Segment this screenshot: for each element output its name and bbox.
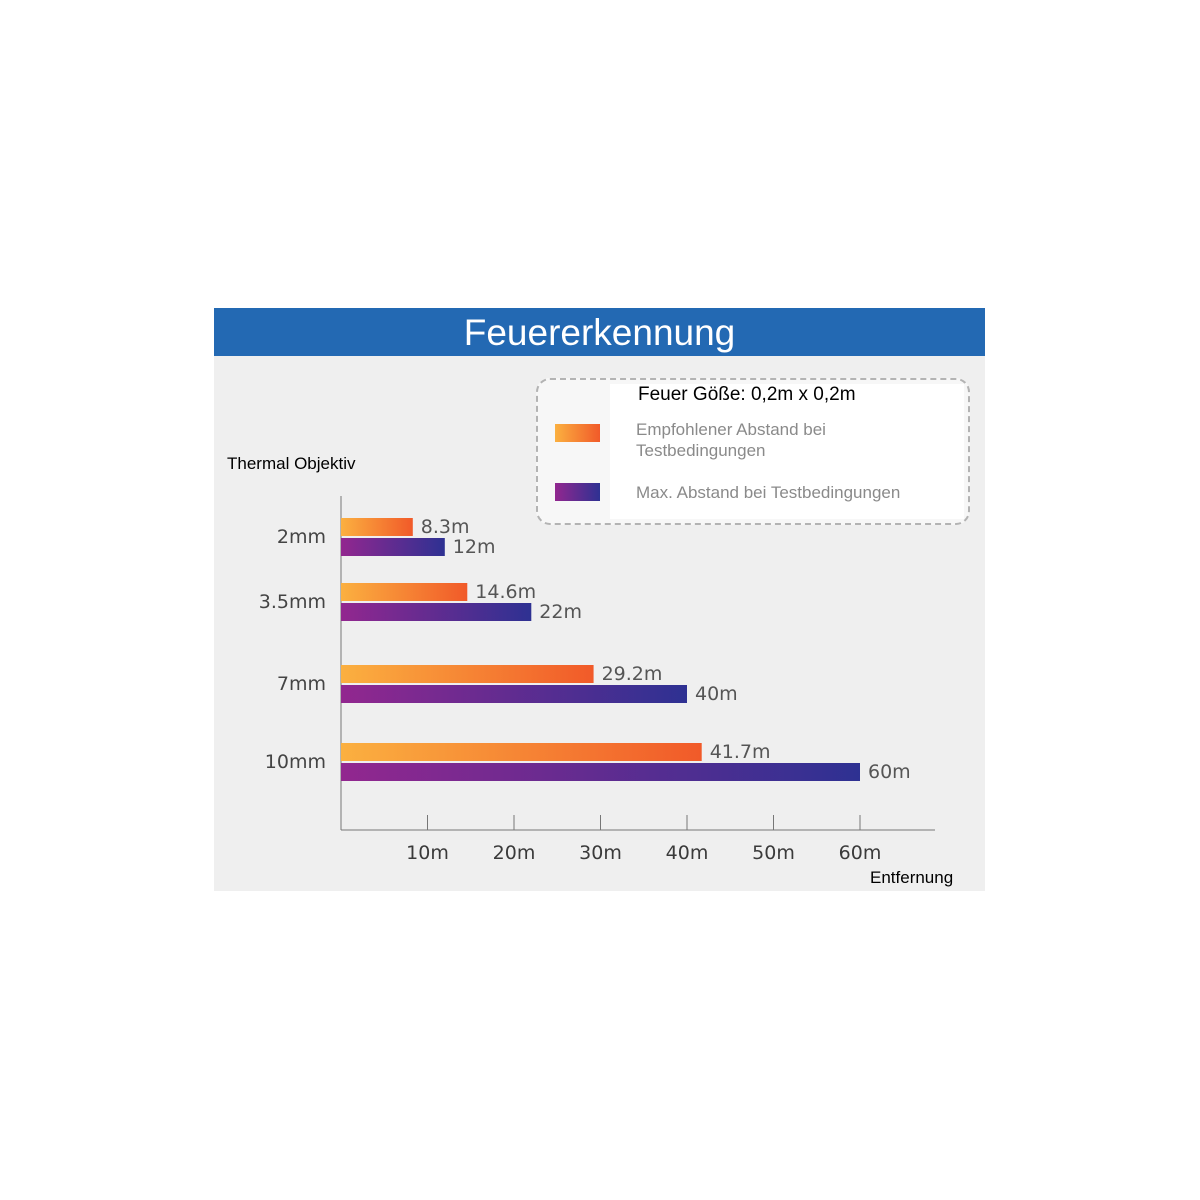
bar-value-label: 60m xyxy=(868,761,911,783)
legend-swatch-max xyxy=(555,483,600,501)
bar-max xyxy=(341,538,445,556)
bar-value-label: 41.7m xyxy=(710,741,771,763)
bar-value-label: 8.3m xyxy=(421,516,470,538)
page-title: Feuererkennung xyxy=(463,312,736,353)
legend-label-recommended: Empfohlener Abstand bei Testbedingungen xyxy=(636,420,826,460)
chart-panel: Feuererkennung Feuer Göße: 0,2m x 0,2m E… xyxy=(214,308,985,891)
bar-max xyxy=(341,763,860,781)
legend-swatch-recommended xyxy=(555,424,600,442)
bar-max xyxy=(341,685,687,703)
category-label: 2mm xyxy=(277,526,326,548)
category-label: 10mm xyxy=(265,751,326,773)
bar-value-label: 14.6m xyxy=(475,581,536,603)
x-tick-label: 40m xyxy=(666,842,709,864)
bar-value-label: 12m xyxy=(453,536,496,558)
x-tick-label: 20m xyxy=(493,842,536,864)
legend-label-max: Max. Abstand bei Testbedingungen xyxy=(636,483,901,502)
bar-recommended xyxy=(341,583,468,601)
x-tick-label: 30m xyxy=(579,842,622,864)
bar-max xyxy=(341,603,532,621)
bar-recommended xyxy=(341,665,594,683)
bar-value-label: 40m xyxy=(695,683,738,705)
category-label: 3.5mm xyxy=(259,591,326,613)
bar-value-label: 29.2m xyxy=(602,663,663,685)
title-bar: Feuererkennung xyxy=(214,308,985,356)
category-label: 7mm xyxy=(277,673,326,695)
legend-inner xyxy=(610,384,964,519)
legend-box xyxy=(536,378,970,525)
bar-value-label: 22m xyxy=(539,601,582,623)
x-axis-title: Entfernung xyxy=(870,868,954,887)
x-tick-label: 60m xyxy=(839,842,882,864)
y-axis-title: Thermal Objektiv xyxy=(227,454,356,473)
x-tick-label: 50m xyxy=(752,842,795,864)
x-tick-label: 10m xyxy=(406,842,449,864)
legend-title: Feuer Göße: 0,2m x 0,2m xyxy=(638,384,856,405)
bar-recommended xyxy=(341,743,702,761)
bar-recommended xyxy=(341,518,413,536)
